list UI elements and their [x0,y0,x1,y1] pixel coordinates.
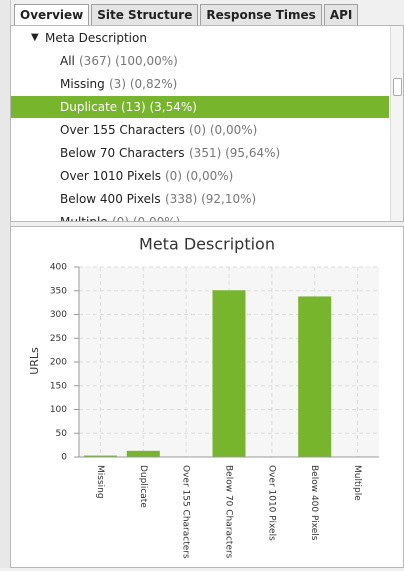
item-detail: (13) (3,54%) [121,100,197,114]
item-detail: (367) (100,00%) [79,54,178,68]
item-name: Missing [60,77,105,91]
tree-item[interactable]: Over 155 Characters (0) (0,00%) [11,119,389,141]
bar [298,296,332,457]
y-tick-label: 150 [50,381,67,391]
y-tick-label: 0 [61,453,67,463]
tabs: Overview Site Structure Response Times API [14,4,360,25]
tab[interactable]: API [323,4,359,25]
item-name: Over 155 Characters [60,123,185,137]
item-detail: (0) (0,00%) [112,215,181,222]
tree-item[interactable]: Over 1010 Pixels (0) (0,00%) [11,165,389,187]
bar [126,450,160,457]
item-name: All [60,54,75,68]
item-detail: (351) (95,64%) [189,146,281,160]
y-tick-label: 400 [50,263,67,273]
tree-item[interactable]: Below 400 Pixels (338) (92,10%) [11,188,389,210]
item-detail: (338) (92,10%) [165,192,257,206]
root-label: Meta Description [45,31,147,45]
y-tick-label: 200 [50,358,67,368]
y-tick-label: 350 [50,286,67,296]
x-tick-label: Below 400 Pixels [309,465,319,541]
chart-title: Meta Description [139,235,275,254]
tab[interactable]: Site Structure [91,4,199,25]
expander[interactable]: ▼ [31,32,39,43]
y-tick-label: 300 [50,310,67,320]
item-name: Below 400 Pixels [60,192,161,206]
y-tick-label: 100 [50,405,67,415]
x-tick-label: Over 155 Characters [181,465,191,559]
item-detail: (0) (0,00%) [165,169,234,183]
bar [212,290,246,457]
tree-item[interactable]: Multiple (0) (0,00%) [11,211,389,222]
x-tick-label: Over 1010 Pixels [266,465,276,541]
item-name: Duplicate [60,100,118,114]
scroll-thumb[interactable] [393,78,402,96]
tab[interactable]: Overview [14,4,90,25]
x-tick-label: Below 70 Characters [224,465,234,559]
tab[interactable]: Response Times [200,4,322,25]
item-detail: (3) (0,82%) [109,77,178,91]
tree-item[interactable]: Duplicate (13) (3,54%) [11,96,389,118]
tree-root[interactable]: ▼ Meta Description [11,27,389,49]
tree-item[interactable]: Below 70 Characters (351) (95,64%) [11,142,389,164]
scrollbar[interactable] [390,26,403,221]
x-tick-label: Multiple [352,465,362,501]
x-tick-label: Duplicate [138,465,148,508]
tree-item[interactable]: All (367) (100,00%) [11,50,389,72]
chart-panel: Meta Description URLs 0 50 100 150 200 250 300… [10,226,404,568]
tree-item[interactable]: Missing (3) (0,82%) [11,73,389,95]
item-name: Over 1010 Pixels [60,169,162,183]
y-tick-label: 250 [50,334,67,344]
chart: Meta Description URLs 0 50 100 150 200 250 300… [28,235,379,559]
x-tick-label: Missing [95,465,105,499]
tree: ▼ Meta Description All (367) (100,00%) Miss… [10,25,404,222]
y-axis-label: URLs [28,347,41,375]
item-name: Multiple [60,215,108,222]
bar [83,455,117,457]
y-tick-label: 50 [56,429,68,439]
item-detail: (0) (0,00%) [189,123,258,137]
item-name: Below 70 Characters [60,146,185,160]
